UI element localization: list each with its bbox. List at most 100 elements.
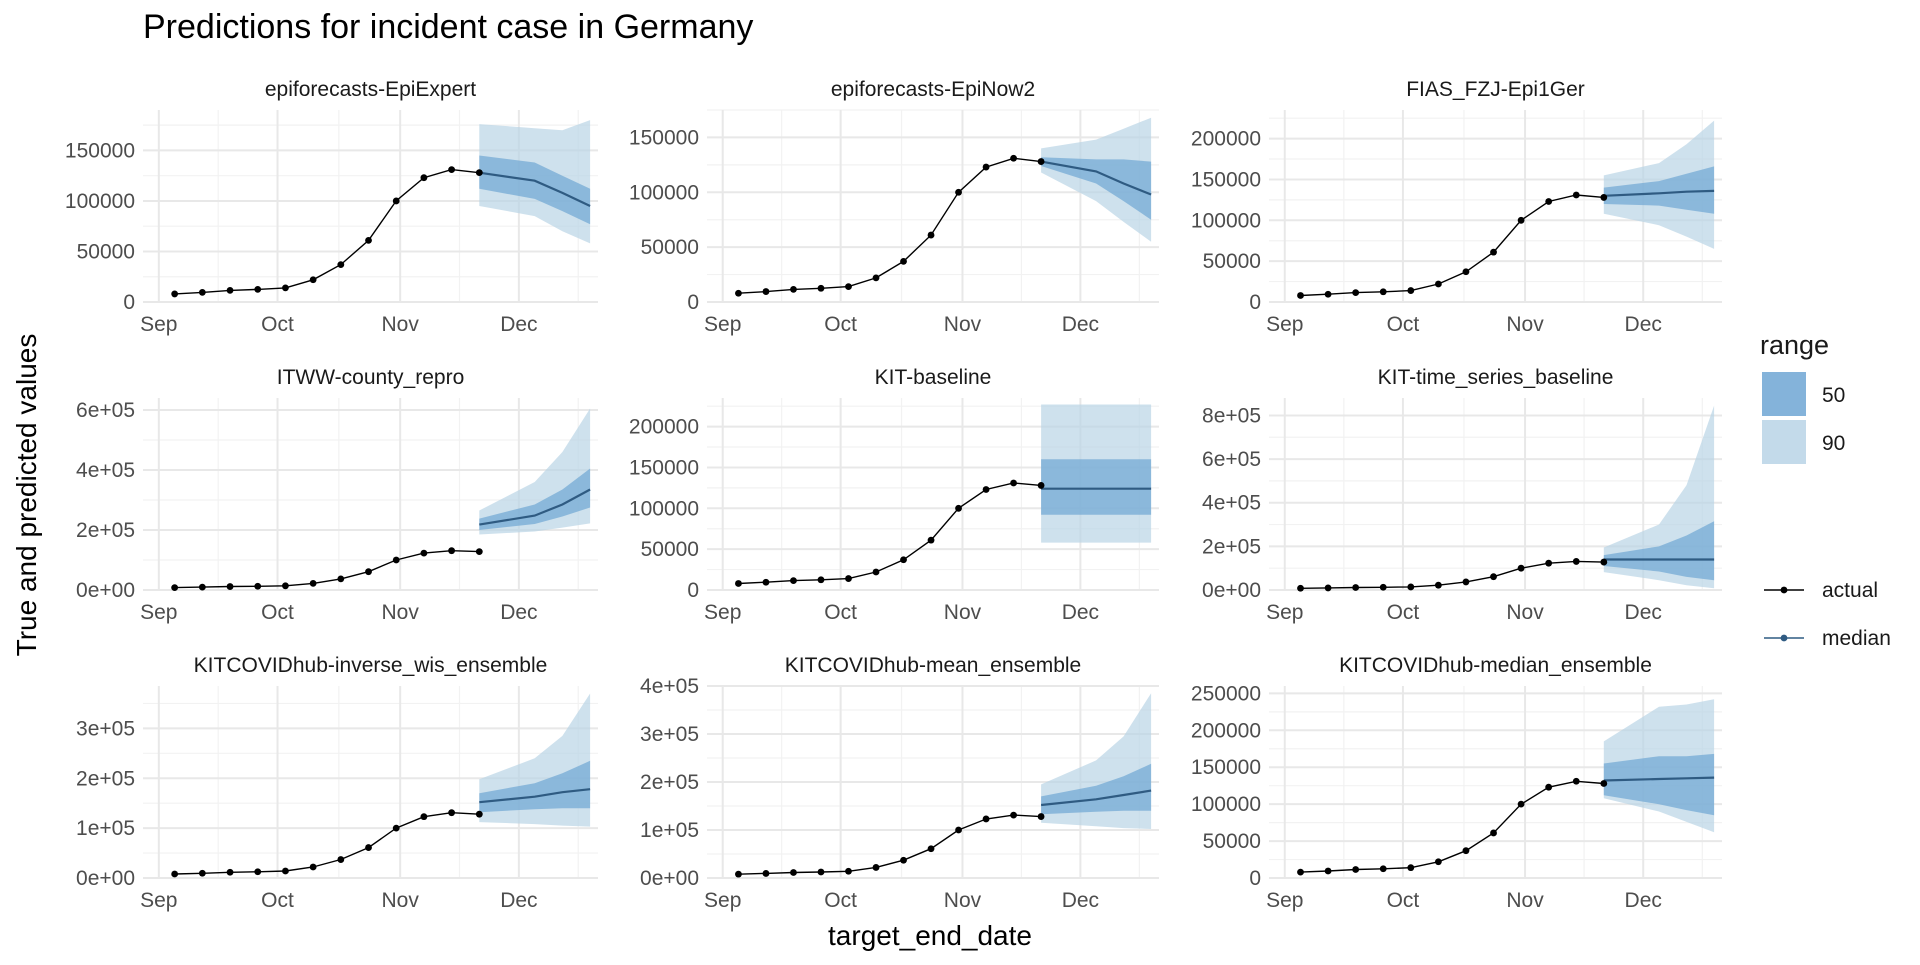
x-tick-label: Dec [500,601,537,624]
facet-panel: 0 50000 100000 150000 200000 Sep Oct Nov Dec KIT-… [629,366,1159,624]
y-tick-label: 2e+05 [76,519,135,542]
y-tick-label: 200000 [1191,128,1261,151]
facet-title: epiforecasts-EpiExpert [265,78,476,101]
y-tick-label: 0 [123,291,135,314]
actual-point [1010,811,1017,819]
y-tick-label: 8e+05 [1202,404,1261,427]
x-tick-label: Nov [381,889,419,912]
facet-panel: 0 50000 100000 150000 200000 Sep Oct Nov Dec FIAS… [1191,78,1722,336]
y-tick-label: 4e+05 [1202,492,1261,515]
actual-point [198,869,206,877]
actual-point [337,856,345,863]
actual-line [1300,194,1604,297]
facet-title: epiforecasts-EpiNow2 [831,78,1035,101]
y-tick-label: 100000 [629,497,699,520]
legend-swatch-90 [1762,420,1806,464]
actual-line [1300,560,1604,589]
actual-point [365,568,372,576]
band-50 [1603,753,1715,816]
legend-label-range: 50 [1822,384,1845,407]
actual-line [174,549,480,589]
actual-point [927,845,935,853]
facet-title: KIT-time_series_baseline [1378,366,1614,389]
actual-point [982,815,990,823]
x-tick-label: Sep [704,889,741,912]
y-tick-label: 6e+05 [1202,448,1261,471]
actual-point [1407,583,1415,591]
actual-point [1010,479,1017,487]
facet-title: KITCOVIDhub-median_ensemble [1339,654,1652,677]
actual-point [171,290,179,298]
y-tick-label: 0e+00 [1202,579,1261,602]
facet-panels: 0 50000 100000 150000 Sep Oct Nov Dec epiforecas… [65,78,1722,912]
y-tick-label: 0 [1249,867,1261,890]
x-tick-label: Oct [261,601,294,624]
actual-point [1572,191,1580,199]
x-tick-label: Dec [500,889,537,912]
x-tick-label: Oct [1387,313,1420,336]
y-tick-label: 0e+00 [76,867,135,890]
actual-point [337,261,345,269]
actual-line [738,814,1042,875]
x-tick-label: Sep [1266,601,1303,624]
legend-label-range: 90 [1822,432,1845,455]
actual-point [762,870,770,877]
x-tick-label: Dec [1062,889,1099,912]
actual-point [1324,584,1332,592]
actual-point [420,549,428,557]
actual-point [282,582,289,590]
band-50 [1041,459,1152,515]
actual-point [282,867,289,875]
actual-point [448,166,456,174]
actual-point [1037,813,1045,820]
actual-point [1297,868,1304,876]
y-tick-label: 150000 [1191,168,1261,191]
actual-point [1517,216,1525,224]
actual-point [900,856,907,864]
legend: range 50 90 actual median [1760,330,1891,650]
x-tick-label: Dec [1062,601,1099,624]
actual-point [1462,268,1470,276]
actual-point [1352,289,1360,297]
actual-point [735,289,742,297]
actual-point [1379,865,1387,873]
facet-title: KIT-baseline [875,366,992,389]
band-50 [1603,166,1715,214]
x-tick-label: Nov [381,601,419,624]
actual-point [955,826,962,834]
actual-point [955,504,962,512]
actual-point [927,231,935,239]
actual-point [1297,584,1304,592]
actual-point [735,870,742,878]
actual-point [1037,482,1045,489]
y-tick-label: 4e+05 [76,459,135,482]
actual-point [1462,847,1470,855]
actual-point [1407,864,1415,872]
actual-point [982,163,990,171]
actual-point [955,188,962,196]
actual-point [1434,280,1442,288]
actual-point [1297,292,1304,299]
y-tick-label: 2e+05 [1202,535,1261,558]
actual-point [1010,154,1017,162]
actual-point [226,583,234,590]
actual-point [282,284,289,292]
facet-panel: 0e+00 1e+05 2e+05 3e+05 Sep Oct Nov Dec KITCOVID… [76,654,598,912]
actual-point [448,809,456,817]
x-tick-label: Dec [1625,889,1662,912]
actual-point [1490,248,1497,256]
actual-point [872,864,880,871]
actual-point [420,174,428,182]
x-tick-label: Oct [261,889,294,912]
facet-title: ITWW-county_repro [277,366,465,389]
facet-panel: 0e+00 1e+05 2e+05 3e+05 4e+05 Sep Oct Nov Dec KIT… [640,654,1159,912]
y-tick-label: 50000 [1203,250,1261,273]
x-tick-label: Oct [261,313,294,336]
actual-point [1379,583,1387,591]
y-tick-label: 150000 [629,126,699,149]
y-tick-label: 100000 [629,181,699,204]
actual-point [171,870,179,878]
y-tick-label: 3e+05 [640,723,699,746]
actual-line [174,811,480,875]
